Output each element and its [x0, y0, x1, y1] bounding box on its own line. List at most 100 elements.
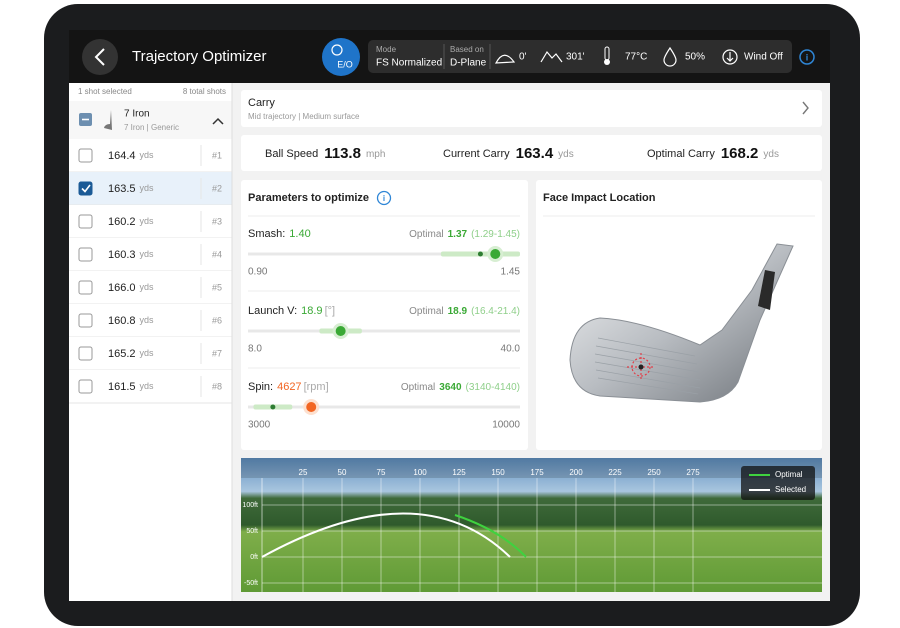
- total-count: 8 total shots: [183, 87, 226, 96]
- trajectory-grid: 25 50 75 100 125 150 175 200 225 250 275 100ft 50ft 0…: [242, 468, 822, 592]
- info-icon: i: [383, 194, 385, 203]
- face-card: [536, 180, 822, 450]
- optimal-word: Optimal: [409, 229, 443, 240]
- parameters-info[interactable]: [376, 190, 392, 206]
- shot-index: #1: [212, 150, 222, 160]
- shot-value: 161.5: [108, 381, 136, 393]
- carry-card[interactable]: [241, 90, 822, 127]
- shot-carry: 160.3 yds: [108, 249, 154, 261]
- parameter-label: Spin: 4627 [rpm]: [248, 381, 329, 393]
- shot-row[interactable]: [69, 172, 232, 205]
- info-button[interactable]: [799, 49, 815, 65]
- screen-title: Trajectory Optimizer: [132, 48, 266, 65]
- shot-index: #5: [212, 282, 222, 292]
- chevron: [802, 101, 809, 115]
- distance-label: 250: [647, 468, 661, 477]
- eo-badge[interactable]: [322, 38, 360, 76]
- parameter-name: Launch V:: [248, 305, 297, 317]
- shot-checkbox[interactable]: [78, 214, 93, 229]
- distance-strip: [241, 458, 822, 478]
- parameter-unit: [°]: [325, 305, 336, 317]
- club-name: 7 Iron: [124, 109, 150, 120]
- stat-unit: mph: [366, 149, 385, 160]
- shot-value: 166.0: [108, 282, 136, 294]
- shot-unit: yds: [140, 150, 155, 160]
- shot-checkbox[interactable]: [78, 313, 93, 328]
- slider-knob[interactable]: [335, 326, 346, 336]
- shot-checkbox[interactable]: [78, 148, 93, 163]
- face-title: Face Impact Location: [543, 192, 656, 204]
- stats-card: [241, 135, 822, 171]
- slider-max: 40.0: [501, 344, 521, 355]
- temperature-icon: [604, 59, 610, 65]
- club-head-shape: [569, 243, 794, 403]
- distance-label: 75: [377, 468, 386, 477]
- optimal-trajectory: [454, 514, 527, 558]
- shot-unit: yds: [140, 315, 155, 325]
- shot-carry: 166.0 yds: [108, 282, 154, 294]
- wind-icon: [722, 49, 738, 65]
- parameter-label: Launch V: 18.9 [°]: [248, 305, 335, 317]
- club-icon: [104, 110, 112, 130]
- parameter-value: 18.9: [301, 305, 322, 317]
- shot-checkbox[interactable]: [78, 346, 93, 361]
- shot-value: 160.3: [108, 249, 136, 261]
- parameters-card: [241, 180, 528, 450]
- selected-trajectory: [261, 512, 511, 558]
- stat-value: 168.2: [721, 145, 759, 162]
- shot-value: 163.5: [108, 183, 136, 195]
- shot-index: #8: [212, 381, 222, 391]
- shot-checkbox[interactable]: [78, 280, 93, 295]
- slider-min: 0.90: [248, 267, 268, 278]
- shot-list: 164.4 yds #1 163.5 yds #2 160.2 yds #3 160.3 yds #4…: [69, 139, 232, 404]
- height-label: 50ft: [246, 528, 258, 535]
- hosel-band: [758, 270, 775, 310]
- stat: Ball Speed 113.8 mph: [265, 145, 385, 162]
- stat-value: 113.8: [324, 145, 361, 162]
- shot-row[interactable]: [69, 304, 232, 337]
- shot-index: #2: [212, 183, 222, 193]
- shot-unit: yds: [140, 249, 155, 259]
- selected-count: 1 shot selected: [78, 87, 132, 96]
- back-button[interactable]: [82, 39, 118, 75]
- grooves: [594, 337, 701, 395]
- optimal-marker: [477, 251, 483, 257]
- height-label: 0ft: [250, 554, 258, 561]
- shot-row[interactable]: [69, 238, 232, 271]
- carry-subtitle: Mid trajectory | Medium surface: [248, 112, 360, 121]
- carry-title: Carry: [248, 97, 275, 109]
- shot-row[interactable]: [69, 139, 232, 172]
- optimal-label: Optimal 1.37 (1.29-1.45): [409, 229, 520, 240]
- conditions-bar: [368, 40, 792, 73]
- shot-row[interactable]: [69, 271, 232, 304]
- slider-knob[interactable]: [490, 249, 501, 259]
- shot-row[interactable]: [69, 205, 232, 238]
- shot-unit: yds: [140, 216, 155, 226]
- shot-checkbox[interactable]: [78, 181, 93, 196]
- slider-knob[interactable]: [306, 402, 317, 412]
- shot-checkbox[interactable]: [78, 247, 93, 262]
- height-label: -50ft: [244, 580, 258, 587]
- slider-max: 1.45: [501, 267, 521, 278]
- optimal-value: 3640: [439, 382, 462, 393]
- parameter-name: Smash:: [248, 228, 285, 240]
- shot-value: 165.2: [108, 348, 136, 360]
- wind-value: Wind Off: [744, 52, 783, 63]
- shot-index: #4: [212, 249, 222, 259]
- shot-carry: 164.4 yds: [108, 150, 154, 162]
- trajectory-background: [241, 458, 822, 592]
- legend-label: Selected: [775, 485, 806, 494]
- distance-label: 100: [413, 468, 427, 477]
- parameter-value: 1.40: [289, 228, 310, 240]
- stat-label: Current Carry: [443, 148, 510, 160]
- parameter-unit: [rpm]: [304, 381, 329, 393]
- info-icon: i: [806, 52, 809, 62]
- club-row[interactable]: [69, 101, 232, 139]
- parameter-name: Spin:: [248, 381, 273, 393]
- shot-row[interactable]: [69, 337, 232, 370]
- collapse-icon[interactable]: [212, 117, 224, 125]
- parameters-title: Parameters to optimize: [248, 192, 369, 204]
- shot-checkbox[interactable]: [78, 379, 93, 394]
- shot-row[interactable]: [69, 370, 232, 403]
- altitude-value: 301': [566, 52, 585, 63]
